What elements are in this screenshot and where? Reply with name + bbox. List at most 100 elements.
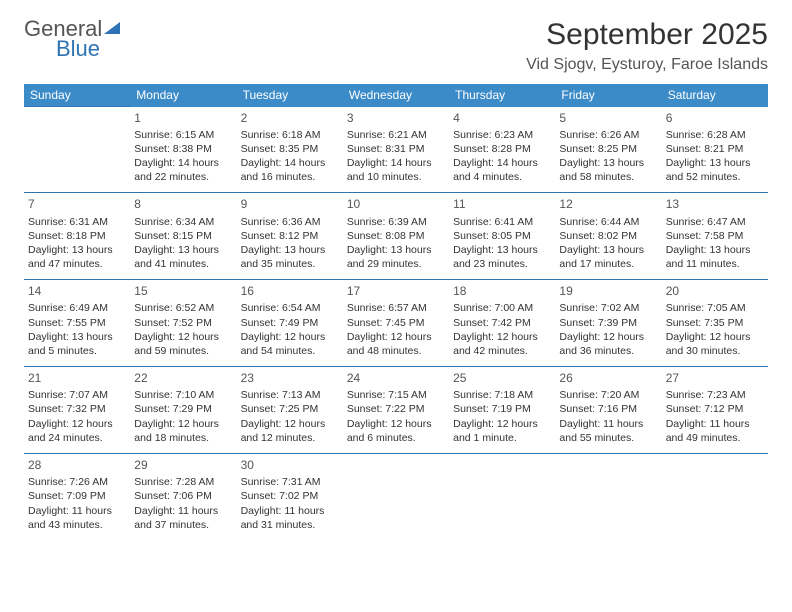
- calendar-cell: 16Sunrise: 6:54 AMSunset: 7:49 PMDayligh…: [237, 280, 343, 367]
- sunset-text: Sunset: 8:31 PM: [347, 142, 445, 156]
- day-number: 7: [28, 196, 126, 212]
- daylight-text: Daylight: 12 hours and 54 minutes.: [241, 330, 339, 358]
- sunrise-text: Sunrise: 6:54 AM: [241, 301, 339, 315]
- calendar-cell: 23Sunrise: 7:13 AMSunset: 7:25 PMDayligh…: [237, 367, 343, 454]
- sunrise-text: Sunrise: 6:47 AM: [666, 215, 764, 229]
- day-number: 29: [134, 457, 232, 473]
- sunset-text: Sunset: 7:06 PM: [134, 489, 232, 503]
- calendar-week-row: 1Sunrise: 6:15 AMSunset: 8:38 PMDaylight…: [24, 107, 768, 193]
- calendar-cell: 3Sunrise: 6:21 AMSunset: 8:31 PMDaylight…: [343, 107, 449, 193]
- sunrise-text: Sunrise: 6:26 AM: [559, 128, 657, 142]
- sunset-text: Sunset: 8:02 PM: [559, 229, 657, 243]
- day-header: Wednesday: [343, 84, 449, 107]
- calendar-week-row: 28Sunrise: 7:26 AMSunset: 7:09 PMDayligh…: [24, 454, 768, 540]
- day-number: 14: [28, 283, 126, 299]
- sunset-text: Sunset: 7:12 PM: [666, 402, 764, 416]
- daylight-text: Daylight: 12 hours and 59 minutes.: [134, 330, 232, 358]
- daylight-text: Daylight: 13 hours and 58 minutes.: [559, 156, 657, 184]
- sunrise-text: Sunrise: 6:28 AM: [666, 128, 764, 142]
- calendar-cell: 6Sunrise: 6:28 AMSunset: 8:21 PMDaylight…: [662, 107, 768, 193]
- sunrise-text: Sunrise: 6:39 AM: [347, 215, 445, 229]
- sunset-text: Sunset: 8:28 PM: [453, 142, 551, 156]
- daylight-text: Daylight: 13 hours and 23 minutes.: [453, 243, 551, 271]
- logo-text-blue: Blue: [56, 38, 122, 60]
- daylight-text: Daylight: 12 hours and 48 minutes.: [347, 330, 445, 358]
- daylight-text: Daylight: 13 hours and 52 minutes.: [666, 156, 764, 184]
- day-number: 22: [134, 370, 232, 386]
- day-number: 13: [666, 196, 764, 212]
- day-number: 4: [453, 110, 551, 126]
- daylight-text: Daylight: 13 hours and 11 minutes.: [666, 243, 764, 271]
- page-title: September 2025: [526, 18, 768, 52]
- day-header: Saturday: [662, 84, 768, 107]
- day-number: 17: [347, 283, 445, 299]
- daylight-text: Daylight: 14 hours and 22 minutes.: [134, 156, 232, 184]
- daylight-text: Daylight: 12 hours and 30 minutes.: [666, 330, 764, 358]
- calendar-cell: [24, 107, 130, 193]
- calendar-week-row: 14Sunrise: 6:49 AMSunset: 7:55 PMDayligh…: [24, 280, 768, 367]
- sunrise-text: Sunrise: 6:41 AM: [453, 215, 551, 229]
- day-header: Tuesday: [237, 84, 343, 107]
- sunset-text: Sunset: 8:15 PM: [134, 229, 232, 243]
- daylight-text: Daylight: 11 hours and 37 minutes.: [134, 504, 232, 532]
- daylight-text: Daylight: 14 hours and 10 minutes.: [347, 156, 445, 184]
- sunset-text: Sunset: 7:09 PM: [28, 489, 126, 503]
- day-number: 26: [559, 370, 657, 386]
- sunrise-text: Sunrise: 7:23 AM: [666, 388, 764, 402]
- calendar-cell: 28 Sunrise: 7:26 AMSunset: 7:09 PMDayligh…: [24, 454, 130, 540]
- day-number: 3: [347, 110, 445, 126]
- calendar-cell: 8Sunrise: 6:34 AMSunset: 8:15 PMDaylight…: [130, 193, 236, 280]
- sunset-text: Sunset: 8:21 PM: [666, 142, 764, 156]
- calendar-cell: 17Sunrise: 6:57 AMSunset: 7:45 PMDayligh…: [343, 280, 449, 367]
- logo-sail-icon: [104, 18, 122, 40]
- day-number: 21: [28, 370, 126, 386]
- calendar-cell: 29 Sunrise: 7:28 AMSunset: 7:06 PMDayligh…: [130, 454, 236, 540]
- sunset-text: Sunset: 7:02 PM: [241, 489, 339, 503]
- sunset-text: Sunset: 8:08 PM: [347, 229, 445, 243]
- day-number: 30: [241, 457, 339, 473]
- sunset-text: Sunset: 7:39 PM: [559, 316, 657, 330]
- sunrise-text: Sunrise: 7:10 AM: [134, 388, 232, 402]
- day-number: 2: [241, 110, 339, 126]
- day-number: 8: [134, 196, 232, 212]
- calendar-cell: 9Sunrise: 6:36 AMSunset: 8:12 PMDaylight…: [237, 193, 343, 280]
- calendar-cell: 27 Sunrise: 7:23 AMSunset: 7:12 PMDayligh…: [662, 367, 768, 454]
- daylight-text: Daylight: 11 hours and 43 minutes.: [28, 504, 126, 532]
- calendar-cell: [555, 454, 661, 540]
- daylight-text: Daylight: 13 hours and 29 minutes.: [347, 243, 445, 271]
- sunrise-text: Sunrise: 6:18 AM: [241, 128, 339, 142]
- calendar-cell: 14Sunrise: 6:49 AMSunset: 7:55 PMDayligh…: [24, 280, 130, 367]
- day-number: 28: [28, 457, 126, 473]
- calendar-cell: 7Sunrise: 6:31 AMSunset: 8:18 PMDaylight…: [24, 193, 130, 280]
- day-number: 1: [134, 110, 232, 126]
- day-number: 27: [666, 370, 764, 386]
- day-number: 23: [241, 370, 339, 386]
- day-number: 15: [134, 283, 232, 299]
- daylight-text: Daylight: 11 hours and 49 minutes.: [666, 417, 764, 445]
- daylight-text: Daylight: 13 hours and 35 minutes.: [241, 243, 339, 271]
- sunset-text: Sunset: 7:22 PM: [347, 402, 445, 416]
- day-header: Thursday: [449, 84, 555, 107]
- sunrise-text: Sunrise: 6:34 AM: [134, 215, 232, 229]
- day-header: Monday: [130, 84, 236, 107]
- sunrise-text: Sunrise: 7:00 AM: [453, 301, 551, 315]
- sunrise-text: Sunrise: 7:31 AM: [241, 475, 339, 489]
- daylight-text: Daylight: 12 hours and 6 minutes.: [347, 417, 445, 445]
- sunrise-text: Sunrise: 7:05 AM: [666, 301, 764, 315]
- calendar-cell: 21Sunrise: 7:07 AMSunset: 7:32 PMDayligh…: [24, 367, 130, 454]
- day-number: 24: [347, 370, 445, 386]
- calendar-cell: [662, 454, 768, 540]
- sunrise-text: Sunrise: 6:52 AM: [134, 301, 232, 315]
- daylight-text: Daylight: 11 hours and 31 minutes.: [241, 504, 339, 532]
- day-header: Sunday: [24, 84, 130, 107]
- sunrise-text: Sunrise: 6:49 AM: [28, 301, 126, 315]
- sunset-text: Sunset: 7:45 PM: [347, 316, 445, 330]
- sunset-text: Sunset: 8:12 PM: [241, 229, 339, 243]
- day-number: 5: [559, 110, 657, 126]
- day-number: 16: [241, 283, 339, 299]
- calendar-cell: 15Sunrise: 6:52 AMSunset: 7:52 PMDayligh…: [130, 280, 236, 367]
- sunrise-text: Sunrise: 7:28 AM: [134, 475, 232, 489]
- daylight-text: Daylight: 13 hours and 47 minutes.: [28, 243, 126, 271]
- daylight-text: Daylight: 12 hours and 12 minutes.: [241, 417, 339, 445]
- sunrise-text: Sunrise: 7:26 AM: [28, 475, 126, 489]
